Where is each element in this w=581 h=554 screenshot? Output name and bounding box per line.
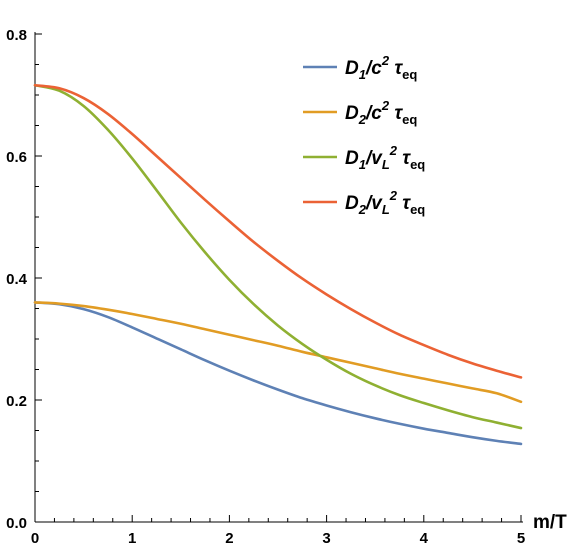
x-tick-label: 1 [128,530,136,547]
y-tick-label: 0.6 [6,149,27,166]
legend-label: D2/c2 τeq [345,98,417,127]
legend: D1/c2 τeq D2/c2 τeq D1/vL2 τeq D2/vL2 τeq [303,53,425,217]
legend-item-2: D2/c2 τeq [303,98,417,127]
series-line-4 [33,83,523,379]
x-tick-label: 3 [322,530,330,547]
x-axis-title: m/T [533,512,567,533]
ticks: 0 1 2 3 4 5 0.0 0.2 0.4 0.6 0.8 [6,27,525,547]
x-tick-label: 4 [420,530,429,547]
axes [34,32,523,523]
series-line-1 [33,301,523,446]
legend-item-3: D1/vL2 τeq [303,143,425,172]
y-tick-label: 0.8 [6,27,27,44]
y-tick-label: 0.0 [6,515,27,532]
x-tick-label: 5 [517,530,525,547]
legend-item-1: D1/c2 τeq [303,53,417,82]
legend-label: D2/vL2 τeq [345,188,425,217]
y-tick-label: 0.2 [6,393,27,410]
series-lines [33,83,523,446]
legend-item-4: D2/vL2 τeq [303,188,425,217]
legend-label: D1/c2 τeq [345,53,417,82]
y-tick-label: 0.4 [6,271,28,288]
x-tick-label: 2 [225,530,233,547]
series-line-3 [33,83,523,430]
series-line-2 [33,301,523,404]
x-tick-label: 0 [31,530,39,547]
legend-label: D1/vL2 τeq [345,143,425,172]
